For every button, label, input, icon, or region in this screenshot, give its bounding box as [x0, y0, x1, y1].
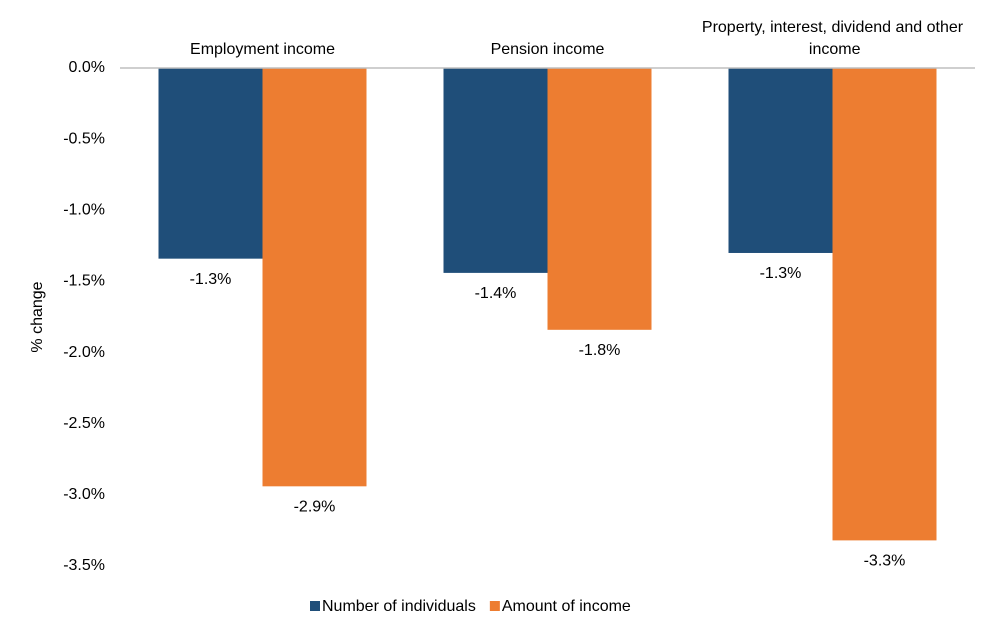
bar	[158, 68, 263, 259]
y-tick-label: -3.0%	[63, 486, 105, 503]
y-axis-title: % change	[29, 281, 46, 352]
y-tick-label: -2.0%	[63, 344, 105, 361]
legend-label: Number of individuals	[322, 598, 476, 615]
bar	[832, 68, 937, 541]
bar	[262, 68, 367, 487]
bar	[547, 68, 652, 330]
category-label: Property, interest, dividend and other i…	[702, 19, 964, 58]
y-tick-label: 0.0%	[69, 59, 105, 76]
y-tick-label: -3.5%	[63, 557, 105, 574]
bar	[443, 68, 548, 273]
y-tick-label: -1.5%	[63, 273, 105, 290]
category-label: Employment income	[190, 41, 335, 58]
y-tick-label: -1.0%	[63, 202, 105, 219]
data-label: -1.3%	[760, 265, 802, 282]
legend-swatch	[310, 601, 320, 611]
bar	[728, 68, 833, 253]
data-label: -1.8%	[579, 342, 621, 359]
y-tick-label: -2.5%	[63, 415, 105, 432]
legend-swatch	[489, 601, 500, 611]
data-label: -1.3%	[190, 271, 232, 288]
data-label: -2.9%	[294, 499, 336, 516]
category-label: Pension income	[491, 41, 605, 58]
data-label: -1.4%	[475, 285, 517, 302]
legend-label: Amount of income	[502, 598, 631, 615]
data-label: -3.3%	[864, 553, 906, 570]
y-tick-label: -0.5%	[63, 130, 105, 147]
